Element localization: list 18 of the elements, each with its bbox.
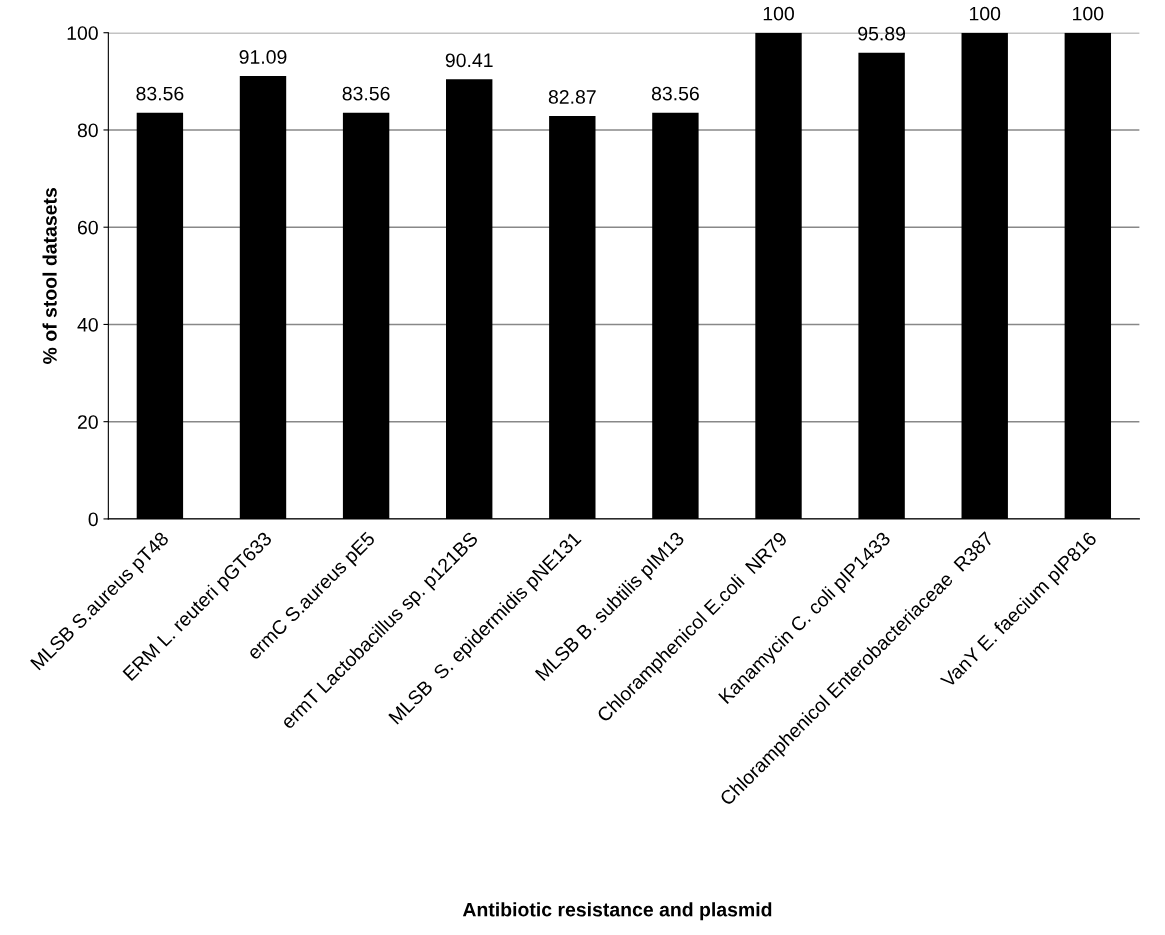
data-label: 82.87 xyxy=(548,90,596,104)
y-tick-label: 20 xyxy=(77,415,98,429)
data-label: 90.41 xyxy=(445,53,493,68)
data-label: 100 xyxy=(763,6,794,21)
data-label: 95.89 xyxy=(858,26,906,41)
x-axis-title: Antibiotic resistance and plasmid xyxy=(462,902,772,921)
y-tick-label: 60 xyxy=(77,220,98,235)
data-label: 91.09 xyxy=(239,50,287,64)
y-tick-label: 40 xyxy=(77,317,98,332)
data-label: 100 xyxy=(969,6,1001,21)
data-label: 83.56 xyxy=(651,86,699,101)
data-label: 83.56 xyxy=(136,86,184,101)
data-label: 83.56 xyxy=(342,86,390,101)
y-tick-label: 100 xyxy=(67,26,98,40)
y-tick-label: 0 xyxy=(88,512,98,527)
y-axis-title: % of stool datasets xyxy=(42,188,57,364)
data-label: 100 xyxy=(1073,6,1104,21)
y-tick-label: 80 xyxy=(77,123,98,138)
